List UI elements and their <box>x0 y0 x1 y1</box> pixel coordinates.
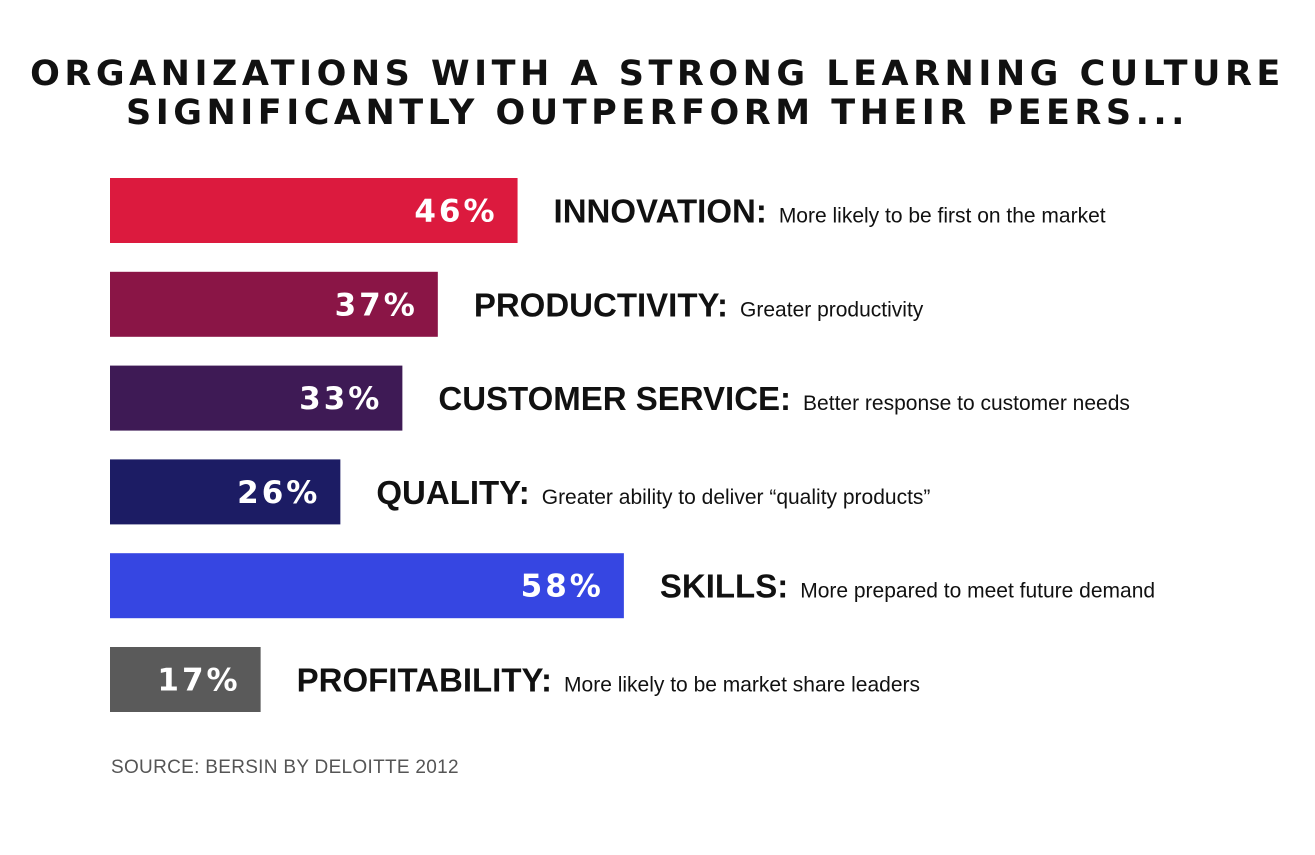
category-description-3: Greater ability to deliver “quality prod… <box>542 486 931 509</box>
bar-value-label-3: 26% <box>237 475 320 511</box>
category-description-4: More prepared to meet future demand <box>800 580 1155 603</box>
category-description-2: Better response to customer needs <box>803 392 1130 415</box>
bar-2 <box>110 365 403 431</box>
bar-value-label-0: 46% <box>414 194 497 230</box>
category-label-1: PRODUCTIVITY: <box>474 286 728 323</box>
bar-3 <box>110 459 341 525</box>
category-label-0: INNOVATION: <box>554 193 767 230</box>
bar-1 <box>110 271 438 337</box>
category-label-4: SKILLS: <box>660 568 788 605</box>
category-description-1: Greater productivity <box>740 298 924 321</box>
bar-value-label-1: 37% <box>335 287 418 323</box>
category-label-2: CUSTOMER SERVICE: <box>438 380 791 417</box>
bar-0 <box>110 178 518 243</box>
category-label-3: QUALITY: <box>376 474 529 511</box>
chart-title-line-2: SIGNIFICANTLY OUTPERFORM THEIR PEERS... <box>126 93 1189 133</box>
bar-5 <box>110 647 261 712</box>
bar-value-label-4: 58% <box>521 569 604 605</box>
category-description-0: More likely to be first on the market <box>779 205 1106 228</box>
bar-value-label-2: 33% <box>299 381 382 417</box>
source-note: SOURCE: BERSIN BY DELOITTE 2012 <box>111 757 459 778</box>
bar-value-label-5: 17% <box>157 663 240 699</box>
chart-title-line-1: ORGANIZATIONS WITH A STRONG LEARNING CUL… <box>30 54 1285 94</box>
bar-4 <box>110 553 624 619</box>
category-label-5: PROFITABILITY: <box>297 662 552 699</box>
category-description-5: More likely to be market share leaders <box>564 674 920 697</box>
